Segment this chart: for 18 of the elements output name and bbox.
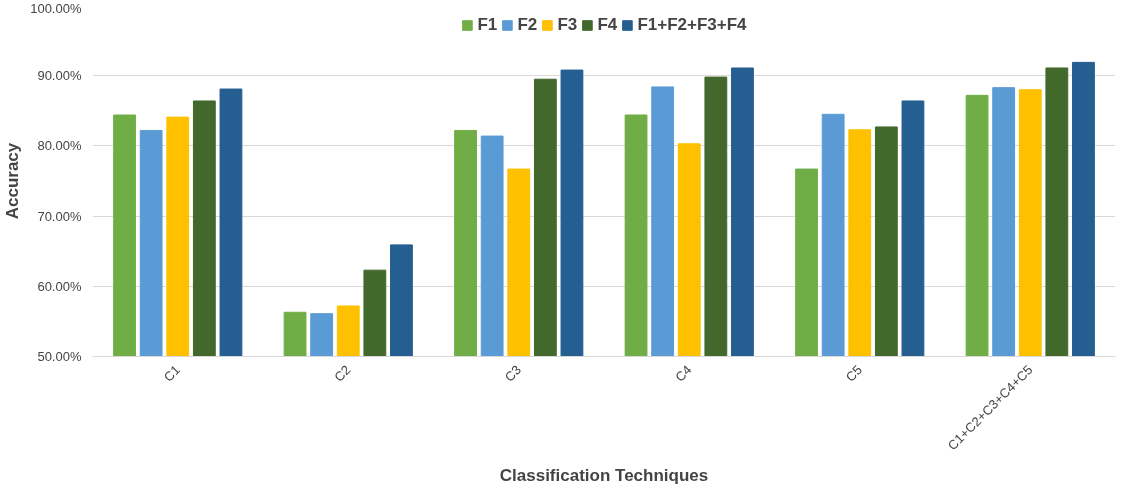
x-tick-label: C3 <box>501 362 525 385</box>
y-tick-label: 90.00% <box>37 68 82 84</box>
y-axis-title: Accuracy <box>3 142 23 220</box>
legend-label: F2 <box>517 15 538 35</box>
y-tick-label: 70.00% <box>37 208 82 224</box>
legend-label: F1+F2+F3+F4 <box>637 15 747 35</box>
legend-label: F3 <box>557 15 578 35</box>
y-tick-label: 60.00% <box>37 278 82 294</box>
x-tick-label: C5 <box>842 362 866 385</box>
legend-label: F1 <box>477 15 498 35</box>
x-tick-label: C1 <box>160 362 184 385</box>
x-tick-label: C2 <box>331 362 354 385</box>
y-tick-label: 80.00% <box>37 138 82 154</box>
x-axis-title: Classification Techniques <box>499 466 709 486</box>
y-tick-label: 50.00% <box>37 349 82 364</box>
y-tick-label: 100.00% <box>30 0 82 16</box>
x-tick-label: C4 <box>672 362 695 385</box>
legend-label: F4 <box>597 15 618 35</box>
